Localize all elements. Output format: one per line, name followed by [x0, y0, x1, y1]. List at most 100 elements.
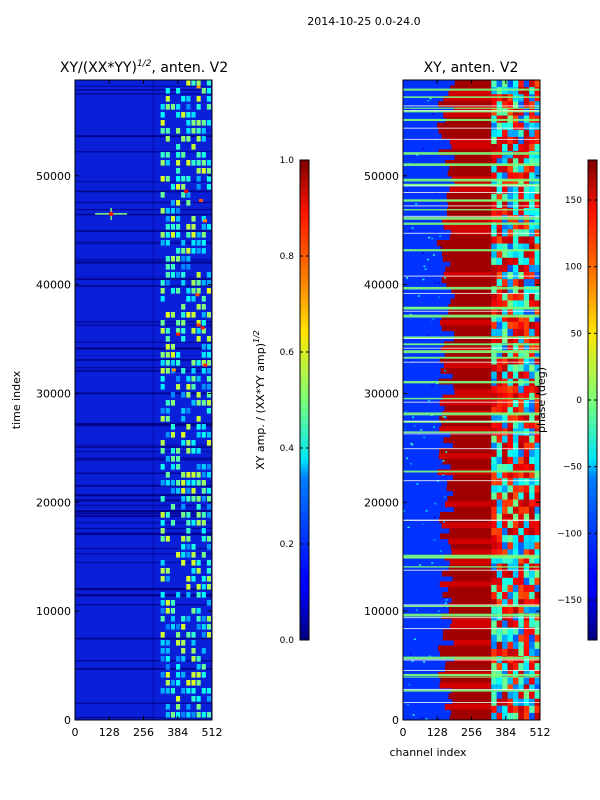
heatmap-cell — [507, 641, 513, 650]
x-tick-label: 384 — [495, 726, 516, 739]
heatmap-cell — [160, 240, 165, 246]
heatmap-cell — [507, 599, 513, 607]
heatmap-cell — [491, 158, 497, 166]
heatmap-speckle — [413, 638, 416, 641]
heatmap-cell — [529, 186, 535, 195]
heatmap-cell — [181, 488, 186, 494]
heatmap-cell — [496, 300, 503, 309]
heatmap-cell — [523, 705, 530, 714]
heatmap-stripe — [403, 676, 540, 678]
heatmap-cell — [502, 151, 508, 159]
left-colorbar-bar — [299, 159, 310, 641]
heatmap-cell — [451, 618, 492, 625]
heatmap-cell — [507, 435, 513, 444]
heatmap-cell — [518, 492, 524, 501]
heatmap-stripe — [403, 566, 540, 568]
heatmap-stripe — [75, 510, 212, 513]
heatmap-cell — [507, 663, 513, 671]
heatmap-cell — [491, 449, 497, 458]
heatmap-cell — [170, 312, 176, 318]
heatmap-cell — [507, 279, 513, 287]
heatmap-cell — [450, 624, 492, 630]
heatmap-cell — [445, 160, 492, 166]
heatmap-cell — [196, 624, 201, 630]
heatmap-cell — [529, 549, 535, 557]
heatmap-cell — [502, 648, 508, 657]
heatmap-cell — [186, 680, 191, 686]
heatmap-cell — [160, 512, 165, 518]
heatmap-cell — [496, 478, 503, 486]
heatmap-cell — [512, 520, 519, 529]
heatmap-speckle — [411, 349, 414, 351]
heatmap-cell — [170, 184, 176, 190]
heatmap-cell — [523, 200, 530, 209]
heatmap-cell — [518, 691, 524, 700]
heatmap-cell — [160, 648, 165, 654]
heatmap-cell — [496, 542, 503, 550]
heatmap-cell — [529, 577, 535, 586]
heatmap-cell — [502, 442, 508, 451]
heatmap-cell — [518, 364, 524, 373]
heatmap-cell — [176, 696, 181, 702]
heatmap-cell — [534, 421, 540, 429]
heatmap-cell — [496, 648, 503, 657]
heatmap-cell — [502, 385, 508, 394]
heatmap-cell — [529, 400, 535, 408]
heatmap-cell — [181, 112, 186, 118]
heatmap-stripe — [75, 260, 212, 263]
heatmap-cell — [502, 705, 508, 714]
heatmap-speckle — [408, 162, 411, 165]
heatmap-cell — [496, 705, 503, 714]
heatmap-cell — [512, 449, 519, 458]
heatmap-cell — [502, 542, 508, 550]
heatmap-cell — [196, 608, 201, 614]
heatmap-cell — [165, 344, 170, 350]
heatmap-cell — [491, 414, 497, 422]
heatmap-stripe — [75, 241, 212, 242]
heatmap-cell — [518, 400, 524, 408]
heatmap-cell — [201, 528, 206, 534]
y-tick-label: 30000 — [364, 387, 399, 400]
colorbar-tick-label: 0 — [576, 396, 582, 406]
heatmap-cell — [160, 496, 165, 502]
heatmap-stripe — [75, 370, 212, 372]
heatmap-cell — [181, 336, 186, 342]
heatmap-cell — [206, 368, 211, 374]
heatmap-cell — [186, 592, 191, 598]
heatmap-cell — [160, 232, 165, 238]
heatmap-cell — [523, 257, 530, 266]
heatmap-cell — [523, 584, 530, 593]
heatmap-cell — [206, 384, 211, 390]
heatmap-cell — [491, 350, 497, 358]
heatmap-cell — [491, 506, 497, 515]
heatmap-cell — [170, 216, 176, 222]
heatmap-cell — [170, 232, 176, 238]
heatmap-cell — [206, 168, 211, 174]
heatmap-cell — [502, 236, 508, 245]
heatmap-cell — [523, 385, 530, 394]
heatmap-cell — [518, 641, 524, 650]
heatmap-cell — [512, 712, 519, 720]
heatmap-cell — [186, 536, 191, 542]
heatmap-cell — [491, 556, 497, 565]
heatmap-stripe — [75, 208, 212, 211]
heatmap-cell — [534, 691, 540, 700]
heatmap-cell — [186, 584, 191, 590]
heatmap-cell — [502, 506, 508, 515]
heatmap-cell — [206, 224, 211, 230]
heatmap-cell — [160, 376, 165, 382]
heatmap-cell — [529, 606, 535, 614]
heatmap-cell — [191, 696, 196, 702]
heatmap-stripe — [403, 232, 540, 234]
heatmap-cell — [170, 480, 176, 486]
heatmap-cell — [512, 136, 519, 145]
heatmap-cell — [523, 357, 530, 365]
heatmap-cell — [491, 663, 497, 671]
heatmap-cell — [507, 634, 513, 643]
heatmap-cell — [518, 200, 524, 209]
heatmap-cell — [534, 513, 540, 522]
heatmap-cell — [523, 712, 530, 720]
heatmap-cell — [191, 544, 196, 550]
heatmap-cell — [176, 112, 181, 118]
heatmap-cell — [201, 232, 206, 238]
